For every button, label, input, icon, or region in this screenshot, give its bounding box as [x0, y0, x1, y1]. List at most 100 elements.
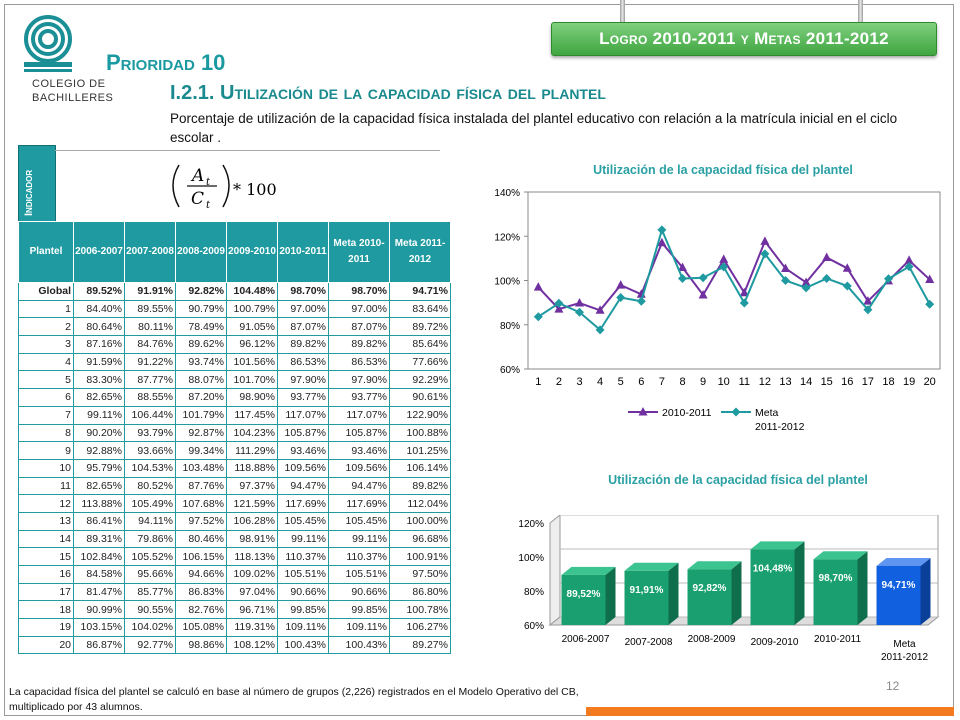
bar-category-label: 2010-2011: [814, 634, 862, 645]
table-row: 2 80.64% 80.11% 78.49% 91.05% 87.07% 87.07% 89.…: [18, 317, 451, 337]
footer-accent-bar: [586, 707, 954, 716]
value-cell: 106.44%: [124, 405, 176, 425]
value-cell: 119.31%: [226, 618, 278, 637]
value-cell: 105.49%: [124, 494, 176, 513]
value-cell: 96.12%: [226, 335, 278, 354]
value-cell: 117.69%: [328, 494, 390, 513]
data-table: Plantel 2006-2007 2007-2008 2008-2009 2009-2…: [18, 221, 451, 655]
formula-numerator: A: [190, 166, 204, 186]
value-cell: 82.65%: [73, 476, 125, 496]
data-point: [595, 325, 605, 335]
value-cell: 103.48%: [175, 458, 227, 478]
value-cell: 101.56%: [226, 352, 278, 372]
bar-front: [813, 559, 858, 625]
x-tick-label: 18: [882, 376, 894, 388]
value-cell: 109.56%: [277, 458, 329, 478]
series-line-meta-2011-2012: [537, 226, 931, 332]
line-chart: 60%80%100%120%140%1 2 3 4 5 6 7 8 9 10 11 12 13 14 15 1…: [494, 188, 941, 433]
y-tick-label: 60%: [500, 365, 520, 376]
page-number: 12: [886, 679, 900, 693]
bar-y-tick-label: 80%: [524, 587, 544, 598]
table-row: 16 84.58% 95.66% 94.66% 109.02% 105.51% 105.51…: [18, 565, 451, 584]
value-cell: 102.84%: [73, 547, 125, 566]
value-cell: 92.77%: [124, 635, 176, 655]
bar-category-label: 2006-2007: [562, 634, 610, 645]
bar-category-label: 2007-2008: [625, 637, 673, 648]
plantel-cell: 9: [18, 441, 74, 460]
value-cell: 100.00%: [389, 511, 451, 531]
indicator-title: I.2.1. Utilización de la capacidad físic…: [170, 82, 606, 104]
value-cell: 98.70%: [328, 282, 390, 301]
value-cell: 95.79%: [73, 458, 125, 478]
bar-chart-title: Utilización de la capacidad física del p…: [608, 473, 868, 487]
value-cell: 80.11%: [124, 317, 176, 337]
value-cell: 105.45%: [328, 511, 390, 531]
value-cell: 105.08%: [175, 618, 227, 637]
value-cell: 81.47%: [73, 582, 125, 602]
formula-denominator: C: [191, 189, 204, 209]
table-row: 8 90.20% 93.79% 92.87% 104.23% 105.87% 105.87%…: [18, 423, 451, 443]
value-cell: 104.23%: [226, 423, 278, 443]
value-cell: 101.70%: [226, 370, 278, 390]
bar-top: [561, 566, 616, 575]
value-cell: 106.28%: [226, 511, 278, 531]
data-point: [719, 254, 729, 263]
value-cell: 109.02%: [226, 565, 278, 584]
bar-category-label: 2008-2009: [688, 634, 736, 645]
x-tick-label: 11: [739, 376, 750, 388]
bar-side: [668, 562, 679, 625]
value-cell: 89.62%: [175, 335, 227, 354]
value-cell: 89.82%: [389, 476, 451, 496]
bar-value-label: 89,52%: [567, 589, 601, 600]
table-header-cell: Plantel: [18, 221, 74, 283]
x-tick-label: 2: [556, 376, 562, 388]
bar-value-label: 92,82%: [693, 583, 727, 594]
value-cell: 105.87%: [328, 423, 390, 443]
x-tick-label: 12: [759, 376, 771, 388]
table-row: 13 86.41% 94.11% 97.52% 106.28% 105.45% 105.45…: [18, 511, 451, 531]
value-cell: 118.13%: [226, 547, 278, 566]
x-tick-label: 6: [638, 376, 644, 388]
bar-front: [624, 570, 669, 625]
value-cell: 90.79%: [175, 299, 227, 319]
value-cell: 87.20%: [175, 388, 227, 407]
value-cell: 92.82%: [175, 282, 227, 301]
value-cell: 100.91%: [389, 547, 451, 566]
value-cell: 93.77%: [328, 388, 390, 407]
bar-category-label-year: 2011-2012: [881, 652, 929, 663]
legend-label-meta-year: 2011-2012: [755, 421, 805, 433]
plantel-cell: 3: [18, 335, 74, 354]
x-tick-label: 9: [700, 376, 706, 388]
value-cell: 90.61%: [389, 388, 451, 407]
data-point: [575, 298, 584, 307]
value-cell: 89.82%: [328, 335, 390, 354]
value-cell: 85.77%: [124, 582, 176, 602]
data-point: [925, 274, 935, 284]
plantel-cell: 4: [18, 352, 74, 372]
data-point: [533, 312, 543, 322]
data-point: [616, 293, 626, 303]
data-point: [863, 305, 873, 315]
value-cell: 86.83%: [175, 582, 227, 602]
value-cell: 104.02%: [124, 618, 176, 637]
value-cell: 90.66%: [328, 582, 390, 602]
value-cell: 91.59%: [73, 352, 125, 372]
value-cell: 99.11%: [277, 529, 329, 549]
bar-side: [731, 561, 742, 625]
value-cell: 89.82%: [277, 335, 329, 354]
x-tick-label: 20: [924, 376, 936, 388]
table-header-cell: 2007-2008: [124, 221, 176, 283]
value-cell: 117.07%: [328, 405, 390, 425]
data-point: [801, 283, 811, 293]
value-cell: 94.47%: [277, 476, 329, 496]
value-cell: 89.55%: [124, 299, 176, 319]
value-cell: 90.66%: [277, 582, 329, 602]
value-cell: 122.90%: [389, 405, 451, 425]
value-cell: 121.59%: [226, 494, 278, 513]
bar-value-label: 91,91%: [630, 585, 664, 596]
table-header-cell: 2006-2007: [73, 221, 125, 283]
value-cell: 99.11%: [73, 405, 125, 425]
value-cell: 98.91%: [226, 529, 278, 549]
table-header-cell: Meta 2011-2012: [389, 221, 451, 283]
value-cell: 117.07%: [277, 405, 329, 425]
